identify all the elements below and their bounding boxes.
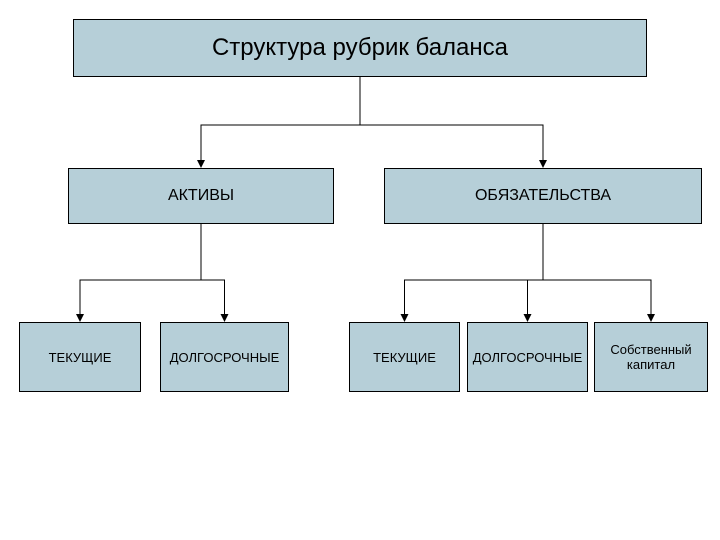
node-a-long: ДОЛГОСРОЧНЫЕ <box>160 322 289 392</box>
node-equity: Собственный капитал <box>594 322 708 392</box>
edge <box>360 77 543 164</box>
node-l-long: ДОЛГОСРОЧНЫЕ <box>467 322 588 392</box>
edge <box>543 224 651 318</box>
edge <box>528 224 544 318</box>
node-label: ТЕКУЩИЕ <box>373 350 436 365</box>
node-liab: ОБЯЗАТЕЛЬСТВА <box>384 168 702 224</box>
node-label: ТЕКУЩИЕ <box>49 350 112 365</box>
node-a-cur: ТЕКУЩИЕ <box>19 322 141 392</box>
node-l-cur: ТЕКУЩИЕ <box>349 322 460 392</box>
node-assets: АКТИВЫ <box>68 168 334 224</box>
node-root: Структура рубрик баланса <box>73 19 647 77</box>
node-label: АКТИВЫ <box>168 187 234 205</box>
node-label: Собственный капитал <box>599 342 703 372</box>
edge <box>80 224 201 318</box>
edge <box>201 224 225 318</box>
edge <box>405 224 544 318</box>
node-label: ДОЛГОСРОЧНЫЕ <box>473 350 583 365</box>
connector-layer <box>0 0 720 540</box>
node-label: Структура рубрик баланса <box>212 34 508 62</box>
node-label: ОБЯЗАТЕЛЬСТВА <box>475 187 611 205</box>
node-label: ДОЛГОСРОЧНЫЕ <box>170 350 280 365</box>
edge <box>201 77 360 164</box>
